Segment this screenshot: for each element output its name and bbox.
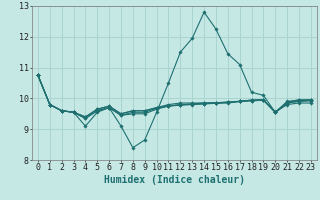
X-axis label: Humidex (Indice chaleur): Humidex (Indice chaleur) (104, 175, 245, 185)
